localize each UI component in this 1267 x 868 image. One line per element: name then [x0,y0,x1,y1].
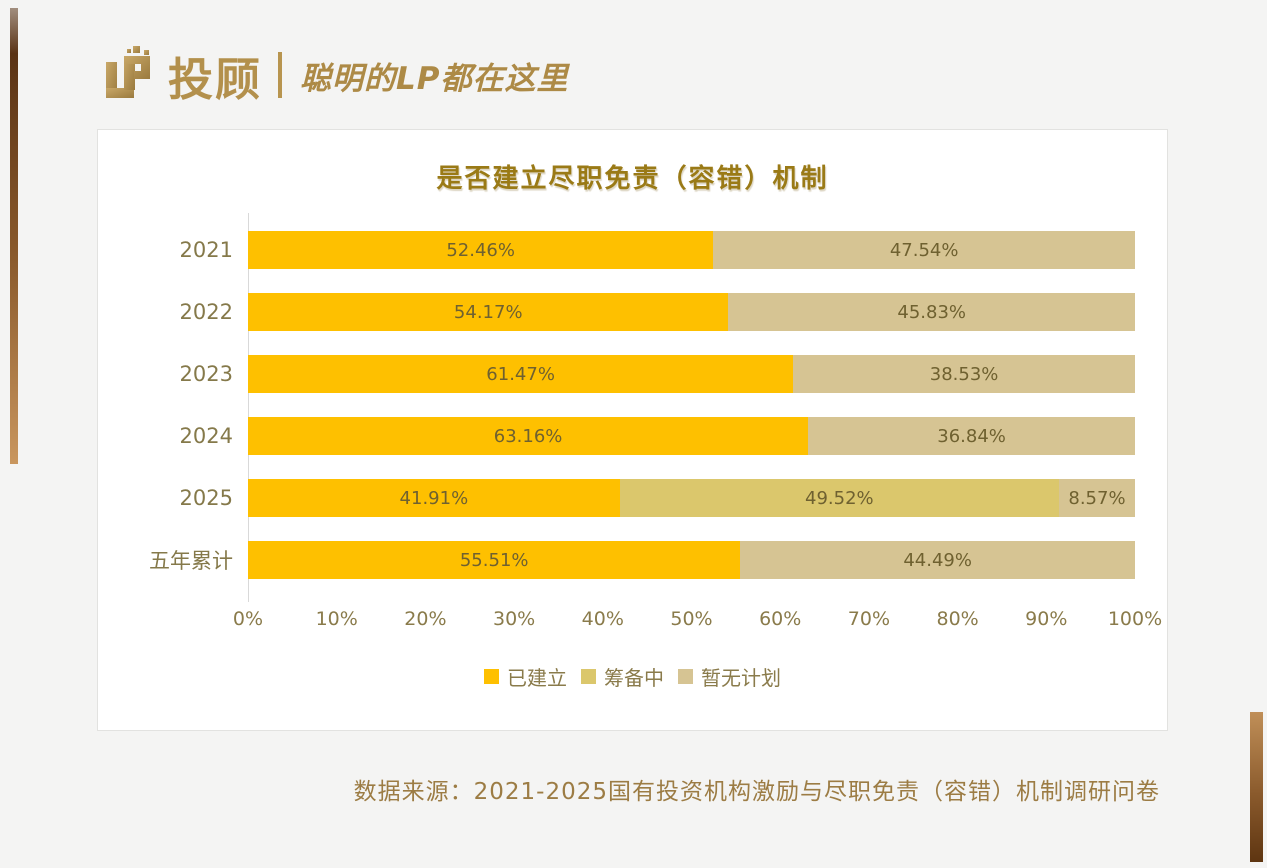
bar-value-label: 41.91% [399,487,469,509]
lp-logo-icon [106,46,150,98]
chart-row: 2024 63.16% 36.84% [98,405,1167,467]
category-label: 2023 [179,362,233,386]
bar-segment: 41.91% [248,479,620,517]
bar-value-label: 8.57% [1068,487,1126,509]
chart-row: 2021 52.46% 47.54% [98,219,1167,281]
left-accent-bar [10,8,18,464]
x-tick-label: 0% [232,608,264,630]
x-tick-label: 90% [1025,608,1068,630]
legend-swatch [581,669,596,684]
bar-value-label: 55.51% [459,549,529,571]
bar-segment: 54.17% [248,293,729,331]
y-axis-line [248,213,249,602]
bar-value-label: 52.46% [446,239,515,261]
bar-value-label: 44.49% [903,549,972,571]
bar-segment: 47.54% [713,231,1135,269]
bar-value-label: 54.17% [453,301,523,323]
legend-item: 筹备中 [581,662,664,691]
bar-track: 41.91% 49.52% 8.57% [248,479,1135,517]
logo-wordmark: 投顾 [168,52,263,106]
legend-label: 已建立 [507,666,567,690]
legend-item: 已建立 [484,662,567,691]
brand-tagline: 聪明的LP都在这里 [300,60,569,97]
x-tick-label: 50% [670,608,713,630]
x-tick-label: 40% [581,608,624,630]
bar-track: 61.47% 38.53% [248,355,1135,393]
bar-segment: 36.84% [808,417,1135,455]
chart-row: 五年累计 55.51% 44.49% [98,529,1167,591]
chart-title: 是否建立尽职免责（容错）机制 [436,164,829,194]
logo-divider [278,52,283,98]
bar-value-label: 63.16% [493,425,563,447]
category-label: 2024 [179,424,233,448]
legend-label: 暂无计划 [701,666,781,690]
x-tick-label: 60% [759,608,802,630]
x-tick-label: 80% [936,608,979,630]
chart-row: 2025 41.91% 49.52% 8.57% [98,467,1167,529]
x-tick-label: 20% [404,608,447,630]
bar-track: 52.46% 47.54% [248,231,1135,269]
bar-value-label: 45.83% [897,301,967,323]
bar-segment: 52.46% [248,231,714,269]
x-tick-label: 30% [492,608,536,630]
chart-rows: 2021 52.46% 47.54% 2022 54.17% 45.83% 2023 61.4… [98,219,1167,591]
legend-swatch [678,669,693,684]
bar-segment: 8.57% [1058,479,1135,517]
data-source-note: 数据来源：2021-2025国有投资机构激励与尽职免责（容错）机制调研问卷 [353,779,1160,805]
x-axis-ticks: 0% 10% 20% 30% 40% 50% 60% 70% 80% 90% 100% [233,608,1162,634]
bar-track: 55.51% 44.49% [248,541,1135,579]
bar-track: 54.17% 45.83% [248,293,1135,331]
chart-row: 2022 54.17% 45.83% [98,281,1167,343]
bar-segment: 61.47% [248,355,794,393]
category-label: 五年累计 [149,549,233,573]
chart-card: 是否建立尽职免责（容错）机制 2021 52.46% 47.54% 2022 54.17… [97,129,1168,731]
bar-value-label: 47.54% [889,239,959,261]
bar-track: 63.16% 36.84% [248,417,1135,455]
bar-value-label: 36.84% [937,425,1006,447]
legend-swatch [484,669,499,684]
bar-value-label: 49.52% [805,487,874,509]
bar-value-label: 38.53% [929,363,999,385]
x-tick-label: 100% [1107,608,1163,630]
category-label: 2021 [179,238,233,262]
chart-row: 2023 61.47% 38.53% [98,343,1167,405]
bar-segment: 44.49% [740,541,1135,579]
category-label: 2025 [179,486,233,510]
brand-header: 投顾 聪明的LP都在这里 [98,42,569,108]
category-label: 2022 [179,300,233,324]
bar-segment: 38.53% [793,355,1135,393]
bar-segment: 45.83% [728,293,1135,331]
chart-legend: 已建立 筹备中 暂无计划 [98,662,1167,691]
right-accent-bar [1250,712,1263,862]
legend-item: 暂无计划 [678,662,781,691]
x-tick-label: 70% [847,608,891,630]
bar-value-label: 61.47% [486,363,555,385]
bar-segment: 49.52% [619,479,1059,517]
x-tick-label: 10% [315,608,358,630]
legend-label: 筹备中 [604,666,664,690]
bar-segment: 63.16% [248,417,809,455]
bar-segment: 55.51% [248,541,741,579]
